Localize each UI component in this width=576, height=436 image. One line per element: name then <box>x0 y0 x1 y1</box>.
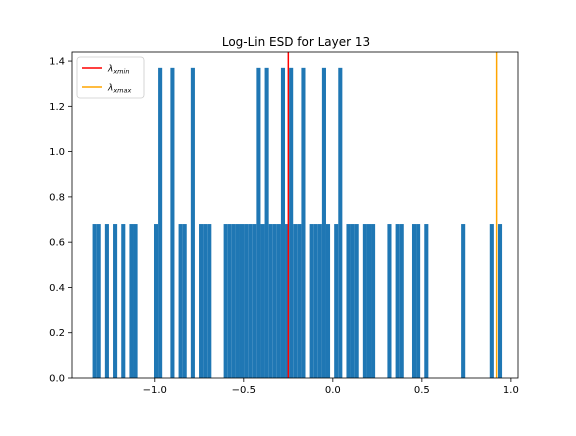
histogram-bar <box>272 224 277 378</box>
histogram-bar <box>276 224 281 378</box>
histogram-bar <box>235 224 240 378</box>
y-tick-label: 1.4 <box>49 57 65 68</box>
histogram-bar <box>395 224 400 378</box>
histogram-bar <box>203 224 208 378</box>
y-tick-label: 0.2 <box>49 328 65 339</box>
histogram-bar <box>252 224 257 378</box>
histogram-bar <box>285 224 290 378</box>
histogram-bar <box>309 224 314 378</box>
histogram-bar <box>489 224 494 378</box>
chart-title: Log-Lin ESD for Layer 13 <box>222 35 370 49</box>
y-tick-label: 0.8 <box>49 192 65 203</box>
y-tick-label: 0.4 <box>49 283 65 294</box>
histogram-bar <box>256 67 261 378</box>
histogram-bar <box>280 67 286 378</box>
legend-subscript: xmin <box>112 68 129 76</box>
histogram-bar <box>248 224 253 378</box>
histogram-bar <box>289 67 294 378</box>
histogram-bar <box>264 67 269 378</box>
legend-symbol: λ <box>107 84 113 94</box>
bars-group <box>92 67 503 378</box>
plot-frame <box>71 51 519 379</box>
legend-subscript: xmax <box>112 87 131 95</box>
y-tick-label: 1.2 <box>49 102 65 113</box>
histogram-bar <box>260 224 265 378</box>
histogram-bar <box>350 224 355 378</box>
x-tick-label: 0.0 <box>325 385 341 396</box>
histogram-bar <box>158 67 163 378</box>
histogram-bar <box>244 224 249 378</box>
histogram-bar <box>182 224 187 378</box>
histogram-bar <box>371 224 376 378</box>
histogram-bar <box>399 224 404 378</box>
histogram-bar <box>416 224 421 378</box>
histogram-bar <box>227 224 232 378</box>
histogram-bar <box>321 67 326 378</box>
histogram-bar <box>207 224 212 378</box>
histogram-bar <box>301 67 306 378</box>
histogram-bar <box>268 224 273 378</box>
histogram-bar <box>461 224 466 378</box>
histogram-bar <box>387 224 392 378</box>
histogram-bar <box>338 67 343 378</box>
histogram-bar <box>133 224 138 378</box>
histogram-bar <box>313 224 318 378</box>
histogram-bar <box>153 224 159 378</box>
histogram-bar <box>366 224 372 378</box>
x-tick-label: −0.5 <box>232 385 256 396</box>
x-tick-label: 0.5 <box>414 385 430 396</box>
histogram-bar <box>346 224 351 378</box>
histogram-bar <box>121 224 126 378</box>
histogram-bar <box>199 224 204 378</box>
histogram-bar <box>334 224 339 378</box>
y-tick-label: 1.0 <box>49 147 65 158</box>
legend-label: λxmax <box>107 84 131 95</box>
histogram-bar <box>92 224 97 378</box>
histogram-bar <box>362 224 367 378</box>
histogram-bar <box>424 224 429 378</box>
histogram-bar <box>223 224 228 378</box>
histogram-bar <box>170 67 175 378</box>
x-tick-label: −1.0 <box>143 385 167 396</box>
histogram-bar <box>325 224 331 378</box>
histogram-bar <box>297 224 302 378</box>
x-tick-label: 1.0 <box>503 385 519 396</box>
histogram-bar <box>317 224 322 378</box>
histogram-bar <box>411 224 417 378</box>
y-tick-label: 0.0 <box>49 374 65 385</box>
histogram-bar <box>354 224 359 378</box>
histogram-bar <box>178 224 183 378</box>
y-tick-label: 0.6 <box>49 238 65 249</box>
legend-symbol: λ <box>107 65 113 75</box>
histogram-bar <box>293 224 298 378</box>
histogram-bar <box>190 67 195 378</box>
histogram-bar <box>497 224 503 378</box>
histogram-bar <box>113 224 118 378</box>
legend-label: λxmin <box>107 65 129 76</box>
axes-group: −1.0 −0.5 0.0 0.5 1.0 0.0 0.2 0.4 0.6 0.8 1.0 1.2 1.… <box>49 51 519 396</box>
histogram-bar <box>104 224 109 378</box>
histogram-bar <box>96 224 101 378</box>
histogram-bar <box>239 224 245 378</box>
histogram-bar <box>231 224 236 378</box>
histogram-bar <box>129 224 134 378</box>
vlines-group <box>287 52 498 378</box>
